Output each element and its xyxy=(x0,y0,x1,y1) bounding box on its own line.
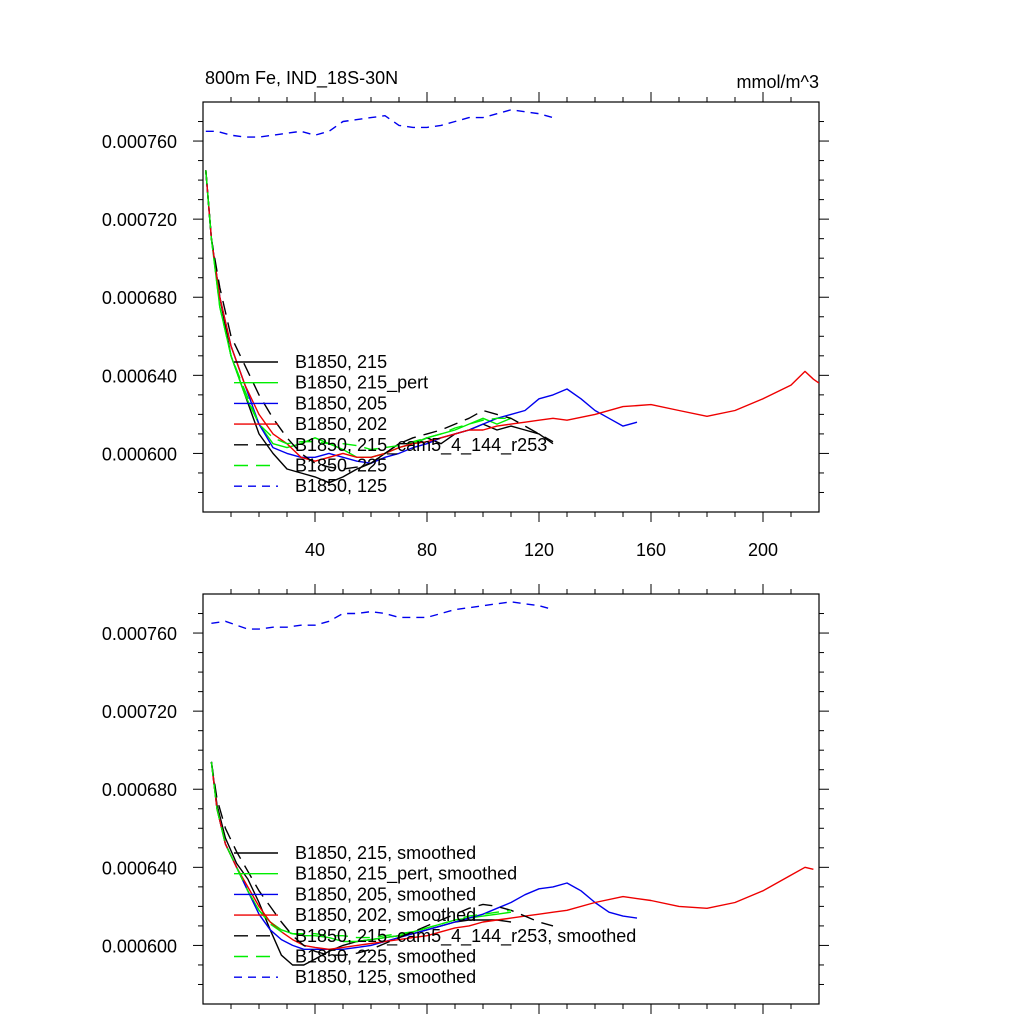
series-line-6 xyxy=(205,170,511,451)
x-tick-label: 40 xyxy=(305,540,325,560)
legend-label: B1850, 215, smoothed xyxy=(295,843,476,863)
series-line-2 xyxy=(205,170,512,458)
y-tick-label: 0.000680 xyxy=(102,288,177,308)
legend-label: B1850, 125 xyxy=(295,476,387,496)
chart-title: 800m Fe, IND_18S-30N xyxy=(205,68,398,89)
legend-label: B1850, 205, smoothed xyxy=(295,884,476,904)
legend-label: B1850, 225, smoothed xyxy=(295,947,476,967)
series-line-7 xyxy=(205,109,554,138)
legend-label: B1850, 225 xyxy=(295,456,387,476)
chart-panel-1: 40 80 120 160 200 0.000600 0.000640 0.000680 0.0… xyxy=(102,68,829,560)
x-tick-label: 160 xyxy=(636,540,666,560)
legend-label: B1850, 215 xyxy=(295,352,387,372)
series-group xyxy=(205,109,819,484)
legend-label: B1850, 205 xyxy=(295,393,387,413)
legend-label: B1850, 202, smoothed xyxy=(295,905,476,925)
y-tick-label: 0.000720 xyxy=(102,702,177,722)
legend-label: B1850, 125, smoothed xyxy=(295,967,476,987)
x-tick-label: 120 xyxy=(524,540,554,560)
y-tick-label: 0.000760 xyxy=(102,624,177,644)
units-label: mmol/m^3 xyxy=(737,72,819,92)
series-line-4 xyxy=(205,170,819,462)
legend-label: B1850, 215_pert, smoothed xyxy=(295,864,517,885)
series-line-4 xyxy=(210,761,814,950)
series-line-5 xyxy=(210,761,554,956)
series-group xyxy=(210,601,814,966)
x-tick-label: 80 xyxy=(417,540,437,560)
y-tick-label: 0.000600 xyxy=(102,444,177,464)
legend-label: B1850, 202 xyxy=(295,414,387,434)
y-tick-label: 0.000760 xyxy=(102,132,177,152)
legend-label: B1850, 215_cam5_4_144_r253, smoothed xyxy=(295,926,636,947)
y-tick-label: 0.000640 xyxy=(102,366,177,386)
series-line-7 xyxy=(211,601,554,630)
legend-label: B1850, 215_cam5_4_144_r253 xyxy=(295,435,547,456)
x-tick-label: 200 xyxy=(748,540,778,560)
series-line-3 xyxy=(205,170,638,464)
y-tick-label: 0.000720 xyxy=(102,210,177,230)
y-tick-label: 0.000680 xyxy=(102,780,177,800)
series-line-3 xyxy=(210,761,638,950)
y-tick-label: 0.000640 xyxy=(102,858,177,878)
chart-panel-2: 0.000600 0.000640 0.000680 0.000720 0.000760… xyxy=(102,584,829,1014)
y-tick-label: 0.000600 xyxy=(102,936,177,956)
series-line-5 xyxy=(205,170,554,470)
legend-label: B1850, 215_pert xyxy=(295,373,428,394)
series-line-6 xyxy=(210,761,512,939)
